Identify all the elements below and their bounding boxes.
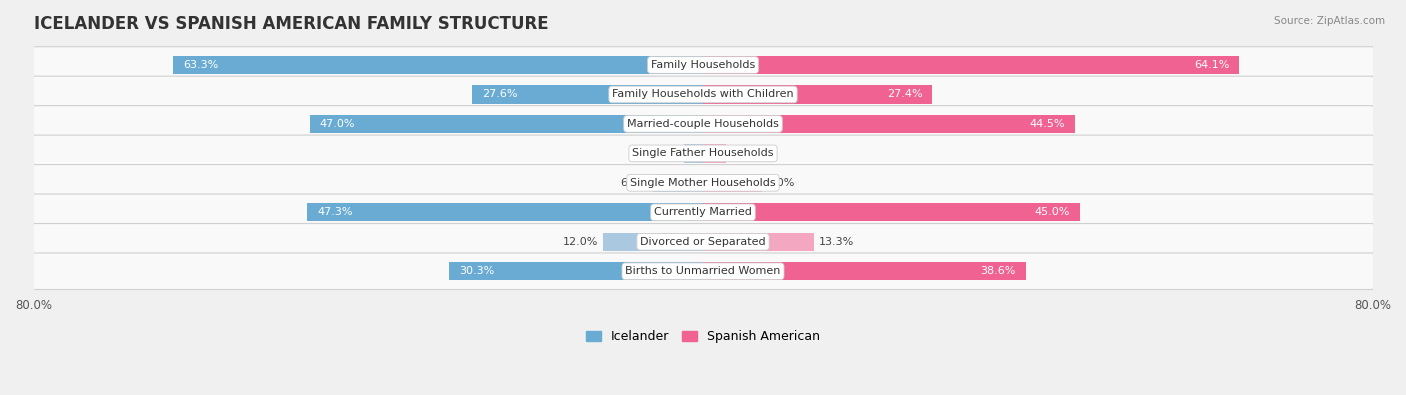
Text: Married-couple Households: Married-couple Households [627, 119, 779, 129]
Text: 47.0%: 47.0% [319, 119, 356, 129]
Text: Single Mother Households: Single Mother Households [630, 178, 776, 188]
Text: Currently Married: Currently Married [654, 207, 752, 217]
Text: 44.5%: 44.5% [1029, 119, 1066, 129]
Bar [472, 85, 703, 103]
Text: 7.0%: 7.0% [766, 178, 794, 188]
Text: Family Households with Children: Family Households with Children [612, 89, 794, 100]
Bar [703, 203, 1080, 222]
Text: ICELANDER VS SPANISH AMERICAN FAMILY STRUCTURE: ICELANDER VS SPANISH AMERICAN FAMILY STR… [34, 15, 548, 33]
Text: Source: ZipAtlas.com: Source: ZipAtlas.com [1274, 16, 1385, 26]
Text: 6.0%: 6.0% [620, 178, 648, 188]
FancyBboxPatch shape [32, 194, 1374, 231]
Text: Divorced or Separated: Divorced or Separated [640, 237, 766, 247]
Text: 13.3%: 13.3% [818, 237, 853, 247]
FancyBboxPatch shape [32, 76, 1374, 113]
FancyBboxPatch shape [32, 253, 1374, 290]
FancyBboxPatch shape [32, 47, 1374, 83]
Text: Births to Unmarried Women: Births to Unmarried Women [626, 266, 780, 276]
Text: 63.3%: 63.3% [183, 60, 218, 70]
Bar [683, 144, 703, 162]
Bar [307, 203, 703, 222]
Text: 64.1%: 64.1% [1194, 60, 1229, 70]
FancyBboxPatch shape [32, 135, 1374, 172]
Bar [703, 174, 762, 192]
Text: 47.3%: 47.3% [318, 207, 353, 217]
FancyBboxPatch shape [32, 224, 1374, 260]
Text: 27.4%: 27.4% [887, 89, 922, 100]
Bar [603, 233, 703, 251]
Text: 27.6%: 27.6% [482, 89, 517, 100]
Text: 2.3%: 2.3% [651, 149, 679, 158]
Bar [703, 144, 727, 162]
Bar [652, 174, 703, 192]
Text: 45.0%: 45.0% [1035, 207, 1070, 217]
Bar [703, 56, 1240, 74]
Text: 2.8%: 2.8% [731, 149, 759, 158]
Legend: Icelander, Spanish American: Icelander, Spanish American [581, 325, 825, 348]
Text: 38.6%: 38.6% [980, 266, 1017, 276]
Text: Family Households: Family Households [651, 60, 755, 70]
Bar [703, 262, 1026, 280]
Text: 12.0%: 12.0% [562, 237, 599, 247]
Bar [450, 262, 703, 280]
Bar [309, 115, 703, 133]
Text: Single Father Households: Single Father Households [633, 149, 773, 158]
Bar [703, 115, 1076, 133]
Bar [703, 85, 932, 103]
FancyBboxPatch shape [32, 105, 1374, 142]
Bar [703, 233, 814, 251]
FancyBboxPatch shape [32, 165, 1374, 201]
Bar [173, 56, 703, 74]
Text: 30.3%: 30.3% [460, 266, 495, 276]
